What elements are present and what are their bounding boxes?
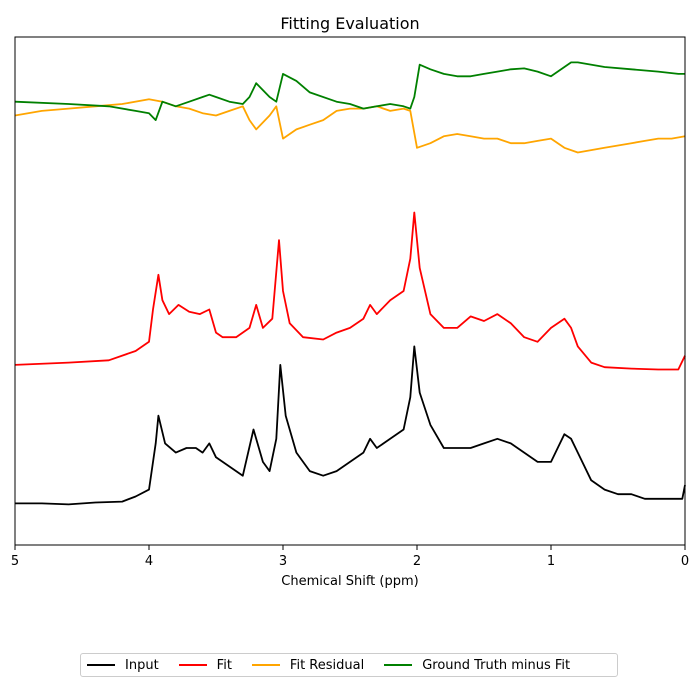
x-tick-label: 3	[279, 554, 287, 569]
legend-item-fit: Fit	[178, 657, 232, 673]
x-tick-label: 0	[681, 554, 689, 569]
series-line-fit	[14, 211, 686, 371]
legend-item-input: Input	[87, 658, 159, 673]
legend-swatch-fit-residual	[251, 664, 280, 666]
series-line-input	[15, 345, 686, 506]
chart-title: Fitting Evaluation	[280, 14, 419, 33]
legend-swatch-input	[87, 664, 115, 666]
legend-item-ground-truth-minus-fit: Ground Truth minus Fit	[384, 658, 570, 673]
legend-label-fit: Fit	[216, 657, 232, 673]
x-axis-label: Chemical Shift (ppm)	[281, 574, 418, 589]
x-tick-label: 5	[11, 554, 19, 569]
x-tick-label: 4	[145, 554, 153, 569]
series-line-ground-truth-minus-fit	[14, 61, 685, 121]
x-tick-label: 1	[547, 554, 555, 569]
legend: Input Fit Fit Residual Ground Truth minu…	[80, 653, 618, 677]
plot-area-frame	[14, 36, 686, 546]
legend-swatch-ground-truth-minus-fit	[384, 664, 413, 666]
x-tick-label: 2	[413, 554, 421, 569]
legend-label-fit-residual: Fit Residual	[289, 657, 365, 673]
legend-label-ground-truth-minus-fit: Ground Truth minus Fit	[422, 657, 571, 673]
legend-swatch-fit	[178, 664, 207, 666]
legend-label-input: Input	[125, 657, 159, 673]
series-layer	[14, 61, 686, 506]
x-axis: 5 4 3 2 1 0	[11, 545, 689, 569]
legend-item-fit-residual: Fit Residual	[251, 657, 365, 673]
